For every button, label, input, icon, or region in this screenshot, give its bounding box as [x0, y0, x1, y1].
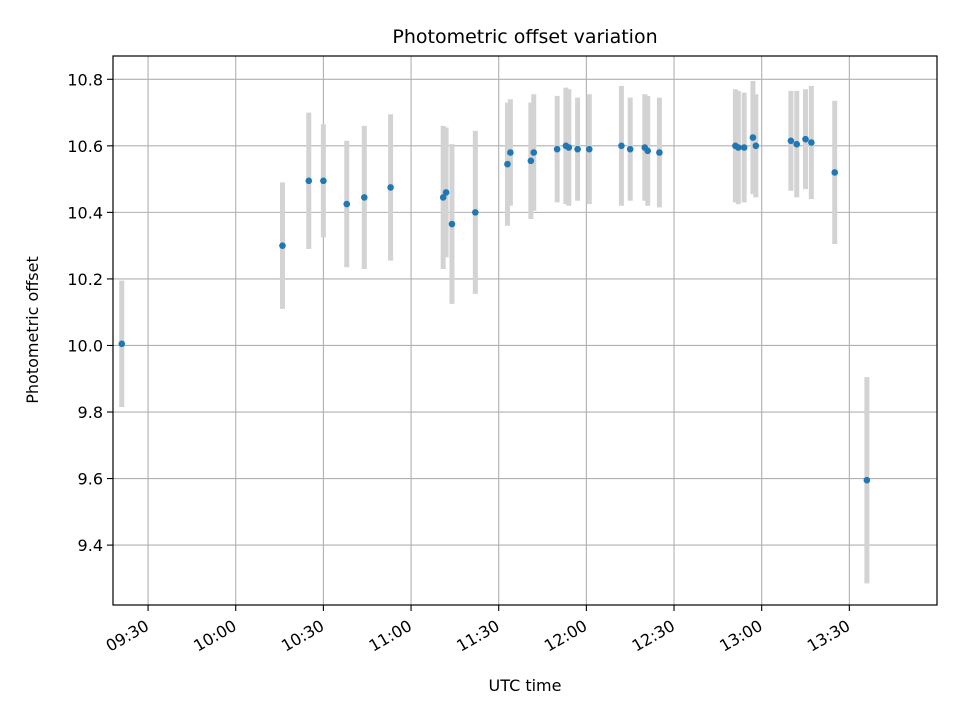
y-tick-label: 10.8 — [67, 70, 103, 89]
data-point — [530, 149, 538, 156]
y-tick-label: 9.4 — [78, 536, 103, 555]
y-tick-label: 10.4 — [67, 203, 103, 222]
data-point — [565, 144, 573, 151]
data-point — [740, 144, 748, 151]
y-tick-label: 10.0 — [67, 336, 103, 355]
data-point — [320, 177, 327, 185]
y-axis-label: Photometric offset — [23, 256, 42, 404]
y-tick-label: 9.6 — [78, 470, 103, 489]
data-point — [585, 145, 593, 153]
data-point — [472, 209, 479, 216]
y-gridlines — [113, 78, 937, 546]
x-gridlines — [147, 56, 850, 605]
data-point — [574, 145, 581, 153]
data-point — [793, 140, 801, 148]
data-point — [749, 134, 757, 141]
data-point — [831, 169, 839, 176]
y-axis-ticks: 9.4 9.6 9.8 10.0 10.2 10.4 10.6 10.8 — [67, 70, 113, 555]
plot-area-frame — [112, 55, 938, 606]
data-point — [553, 145, 561, 153]
y-tick-label: 9.8 — [78, 403, 103, 422]
y-tick-label: 10.2 — [67, 270, 103, 289]
y-tick-label: 10.6 — [67, 137, 103, 156]
data-point — [656, 149, 663, 156]
data-point — [507, 149, 514, 156]
chart-title: Photometric offset variation — [392, 26, 657, 48]
data-point — [504, 160, 511, 168]
data-point — [360, 194, 368, 201]
data-point — [387, 184, 394, 191]
data-point — [279, 242, 286, 249]
data-point — [305, 177, 313, 185]
data-point — [752, 142, 760, 150]
data-point — [787, 137, 795, 145]
data-point — [343, 200, 351, 208]
data-point — [618, 142, 625, 150]
data-point — [644, 147, 652, 155]
data-point — [118, 340, 126, 348]
data-point — [808, 139, 815, 146]
data-point — [439, 194, 447, 201]
data-point — [735, 144, 742, 151]
data-point — [863, 476, 871, 484]
x-axis-label: UTC time — [489, 676, 562, 695]
data-point — [626, 145, 634, 153]
data-point — [802, 135, 809, 143]
data-points — [118, 134, 871, 484]
data-point — [527, 157, 535, 165]
data-point — [448, 220, 456, 228]
data-point — [442, 189, 450, 196]
plot-area-background — [113, 56, 937, 605]
